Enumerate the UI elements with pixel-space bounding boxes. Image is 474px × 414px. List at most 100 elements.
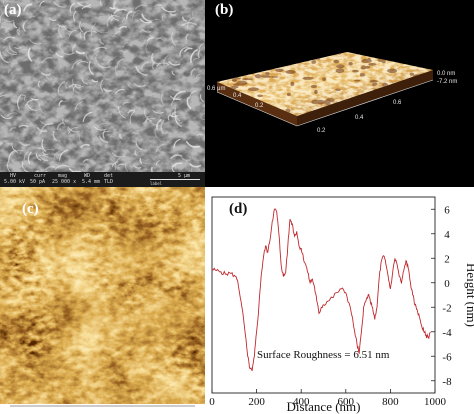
afm3d-shadow <box>230 58 236 63</box>
afm3d-shadow <box>348 61 353 66</box>
afm3d-shadow <box>417 104 423 109</box>
panel-label-d: (d) <box>229 201 248 217</box>
afm3d-shadow <box>236 117 246 121</box>
afm3d-shadow <box>257 94 263 98</box>
afm3d-shadow <box>427 111 433 116</box>
sem-curr-value: 50 pA <box>30 179 46 185</box>
y-tick-label: 2 <box>444 253 450 265</box>
afm3d-shadow <box>368 63 377 66</box>
sem-scale-bar <box>150 179 200 180</box>
afm3d-shadow <box>431 54 433 58</box>
sem-micrograph <box>0 0 205 172</box>
plot-frame <box>211 196 436 394</box>
afm3d-y-tick-3: 0.6 μm <box>207 86 226 92</box>
afm3d-shadow <box>235 65 241 70</box>
y-tick-label: -6 <box>442 351 452 363</box>
afm3d-shadow <box>377 50 385 52</box>
afm3d-shadow <box>335 88 341 92</box>
afm3d-shadow <box>412 102 416 106</box>
afm3d-shadow <box>221 56 226 60</box>
afm3d-shadow <box>377 58 386 63</box>
panel-label-b: (b) <box>215 2 234 18</box>
afm3d-shadow <box>371 113 382 116</box>
afm3d-shadow <box>231 85 239 89</box>
y-tick-label: 4 <box>444 229 450 241</box>
afm3d-shadow <box>289 52 300 54</box>
afm-3d-side-wall <box>297 70 433 126</box>
x-axis-label: Distance (nm) <box>286 399 360 414</box>
afm3d-shadow <box>217 108 223 114</box>
afm3d-shadow <box>333 59 340 64</box>
afm3d-shadow <box>221 97 230 100</box>
afm3d-shadow <box>402 113 406 116</box>
afm3d-x-tick-2: 0.4 <box>355 115 364 121</box>
y-tick-label: 6 <box>444 204 450 216</box>
afm3d-shadow <box>313 57 321 60</box>
afm3d-shadow <box>302 76 313 80</box>
afm-2d-panel: (c) <box>0 187 205 414</box>
afm3d-shadow <box>410 88 414 93</box>
roughness-annotation: Surface Roughness = 6.51 nm <box>257 349 390 361</box>
afm3d-shadow <box>265 72 270 76</box>
afm3d-shadow <box>387 68 398 74</box>
afm3d-shadow <box>217 52 222 57</box>
afm3d-shadow <box>385 103 392 108</box>
afm3d-shadow <box>417 65 428 68</box>
afm3d-z-tick-top: 0.0 nm <box>437 71 456 77</box>
afm3d-shadow <box>422 65 433 69</box>
afm-3d-surface <box>216 49 434 127</box>
sem-label-text: label <box>150 181 163 186</box>
afm3d-shadow <box>369 80 378 83</box>
afm3d-shadow <box>384 119 393 121</box>
afm3d-shadow <box>265 63 276 68</box>
afm3d-shadow <box>247 67 254 72</box>
height-profile-panel: 0 200 400 600 800 1000 -8 -6 -4 -2 0 2 4 6 Surface R… <box>205 187 474 414</box>
afm3d-shadow <box>335 52 342 55</box>
y-axis-label: Height (nm) <box>464 263 474 327</box>
afm3d-shadow <box>229 50 235 52</box>
afm3d-shadow <box>270 76 279 78</box>
afm3d-shadow <box>227 108 233 112</box>
afm3d-shadow <box>285 70 296 74</box>
sem-mag-value: 25 000 x <box>52 179 77 185</box>
afm3d-shadow <box>374 99 384 102</box>
afm3d-shadow <box>231 79 237 82</box>
afm3d-shadow <box>415 55 426 60</box>
afm3d-shadow <box>423 97 431 100</box>
afm3d-shadow <box>254 74 262 79</box>
afm3d-shadow <box>241 78 253 81</box>
sem-mag-header: mag <box>58 173 68 179</box>
afm3d-shadow <box>310 49 317 52</box>
afm3d-shadow <box>233 83 240 87</box>
afm3d-shadow <box>248 87 259 92</box>
afm-3d-front-wall <box>217 82 297 126</box>
x-tick-label: 0 <box>209 396 215 408</box>
afm3d-shadow <box>408 61 417 65</box>
sem-hv-header: HV <box>10 173 17 179</box>
afm3d-shadow <box>248 118 255 120</box>
sem-det-header: det <box>104 173 114 179</box>
afm3d-shadow <box>227 115 237 116</box>
x-tick-label: 600 <box>338 396 355 408</box>
afm3d-shadow <box>285 52 297 57</box>
afm3d-x-tick-1: 0.2 <box>317 128 326 134</box>
sem-curr-header: curr <box>34 173 47 179</box>
afm3d-y-tick-2: 0.4 <box>233 93 242 99</box>
afm3d-shadow <box>411 118 421 120</box>
afm3d-shadow <box>372 82 378 86</box>
afm3d-shadow <box>262 54 273 59</box>
afm3d-shadow <box>375 108 384 113</box>
afm3d-shadow <box>258 57 266 62</box>
afm3d-shadow <box>228 56 237 59</box>
afm3d-shadow <box>362 103 367 107</box>
afm3d-shadow <box>316 99 325 105</box>
afm3d-shadow <box>311 99 319 104</box>
afm3d-shadow <box>361 58 372 64</box>
afm3d-shadow <box>336 64 345 69</box>
x-tick-label: 400 <box>293 396 310 408</box>
afm3d-shadow <box>354 79 361 82</box>
afm3d-shadow <box>360 65 367 70</box>
afm3d-shadow <box>290 81 295 87</box>
afm3d-shadow <box>335 68 345 74</box>
afm-2d-height-map <box>0 187 205 414</box>
